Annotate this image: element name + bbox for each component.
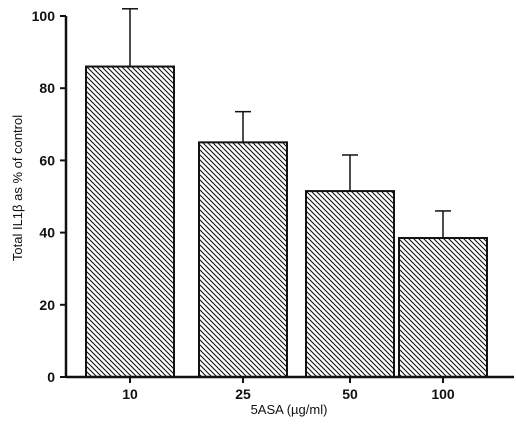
x-axis-title: 5ASA (µg/ml) <box>251 402 328 417</box>
y-tick-label: 40 <box>39 225 55 241</box>
x-tick-label: 25 <box>235 386 251 402</box>
x-tick-label: 50 <box>342 386 358 402</box>
y-axis-title: Total IL1β as % of control <box>10 115 25 261</box>
y-tick-label: 0 <box>47 369 55 385</box>
bars-layer <box>85 65 488 378</box>
x-ticks: 10 25 50 100 <box>122 377 455 402</box>
y-tick-label: 60 <box>39 152 55 168</box>
y-tick-label: 20 <box>39 297 55 313</box>
x-tick-label: 10 <box>122 386 138 402</box>
y-ticks: 0 20 40 60 80 100 <box>32 8 66 385</box>
y-tick-label: 80 <box>39 80 55 96</box>
bar <box>85 65 175 378</box>
error-bars-layer <box>122 8 451 239</box>
bar <box>198 141 288 378</box>
bar <box>398 237 488 378</box>
y-tick-label: 100 <box>32 8 56 24</box>
axes-layer <box>64 16 514 379</box>
bar <box>305 190 395 378</box>
x-tick-label: 100 <box>431 386 455 402</box>
